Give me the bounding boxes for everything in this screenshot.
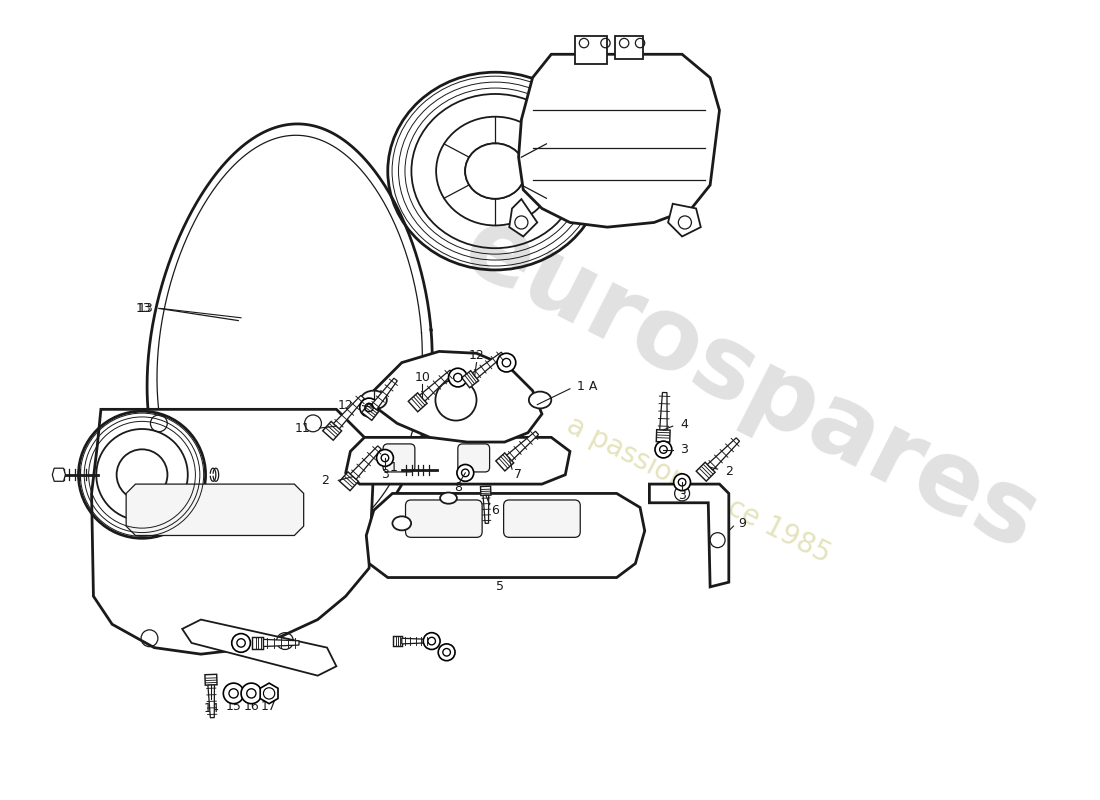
Polygon shape: [345, 438, 570, 484]
Polygon shape: [668, 204, 701, 237]
Polygon shape: [507, 431, 539, 461]
Ellipse shape: [465, 143, 526, 198]
Bar: [615, 35, 642, 59]
Polygon shape: [362, 403, 378, 420]
Polygon shape: [183, 619, 337, 676]
Circle shape: [436, 379, 476, 421]
Polygon shape: [126, 484, 304, 535]
Polygon shape: [402, 638, 430, 644]
Text: 3: 3: [680, 443, 689, 456]
FancyBboxPatch shape: [504, 500, 580, 538]
Circle shape: [376, 450, 394, 466]
Bar: [574, 35, 607, 64]
Polygon shape: [660, 393, 667, 430]
Polygon shape: [649, 484, 729, 587]
Text: 14: 14: [204, 702, 219, 715]
Circle shape: [424, 633, 440, 650]
Circle shape: [360, 398, 378, 417]
Text: a passion since 1985: a passion since 1985: [562, 411, 836, 569]
Ellipse shape: [361, 390, 387, 410]
Polygon shape: [333, 395, 364, 429]
Circle shape: [223, 683, 244, 704]
Polygon shape: [657, 430, 670, 442]
Circle shape: [117, 450, 167, 500]
Text: 4: 4: [680, 418, 689, 430]
Circle shape: [497, 354, 516, 372]
Polygon shape: [509, 199, 537, 237]
Polygon shape: [371, 378, 397, 410]
FancyBboxPatch shape: [383, 444, 415, 472]
Text: 2: 2: [725, 465, 733, 478]
Polygon shape: [496, 453, 514, 471]
Circle shape: [673, 474, 691, 490]
Text: 15: 15: [226, 700, 242, 713]
Text: 6: 6: [492, 504, 499, 517]
Text: 1: 1: [389, 461, 397, 474]
Polygon shape: [462, 370, 478, 388]
Circle shape: [654, 441, 672, 458]
Ellipse shape: [393, 516, 411, 530]
Polygon shape: [408, 393, 427, 412]
Polygon shape: [393, 636, 402, 646]
Text: 16: 16: [243, 700, 260, 713]
Polygon shape: [322, 422, 342, 440]
Text: 7: 7: [514, 468, 521, 482]
Circle shape: [438, 644, 455, 661]
Polygon shape: [264, 639, 299, 646]
Text: 8: 8: [454, 482, 462, 494]
Text: 1 A: 1 A: [578, 381, 597, 394]
Text: 13: 13: [135, 302, 152, 315]
Polygon shape: [696, 462, 715, 481]
Polygon shape: [420, 370, 453, 401]
Polygon shape: [481, 486, 491, 495]
Text: 2: 2: [321, 474, 329, 487]
Polygon shape: [261, 683, 278, 704]
Polygon shape: [53, 468, 65, 482]
Polygon shape: [473, 352, 504, 378]
FancyBboxPatch shape: [406, 500, 482, 538]
Polygon shape: [208, 685, 214, 718]
Text: 12: 12: [469, 349, 484, 362]
Polygon shape: [374, 351, 542, 442]
Text: 10: 10: [415, 371, 430, 384]
Polygon shape: [707, 438, 739, 470]
Text: 17: 17: [261, 700, 277, 713]
FancyBboxPatch shape: [458, 444, 490, 472]
Circle shape: [449, 368, 468, 387]
Text: 3: 3: [679, 489, 686, 502]
Polygon shape: [366, 494, 645, 578]
Polygon shape: [205, 674, 217, 685]
Circle shape: [232, 634, 251, 652]
Polygon shape: [252, 637, 264, 650]
Text: 9: 9: [738, 517, 746, 530]
Polygon shape: [483, 495, 488, 523]
Ellipse shape: [440, 493, 456, 504]
Polygon shape: [340, 472, 359, 490]
Polygon shape: [350, 446, 382, 479]
Text: 3: 3: [381, 468, 389, 482]
Text: eurospares: eurospares: [447, 198, 1054, 572]
Polygon shape: [518, 54, 719, 227]
Circle shape: [456, 465, 474, 482]
Text: 5: 5: [496, 580, 504, 594]
Text: 12: 12: [338, 399, 353, 412]
Circle shape: [241, 683, 262, 704]
Text: 11: 11: [295, 422, 310, 434]
Polygon shape: [91, 410, 374, 654]
Ellipse shape: [529, 391, 551, 409]
Text: 13: 13: [138, 302, 153, 315]
